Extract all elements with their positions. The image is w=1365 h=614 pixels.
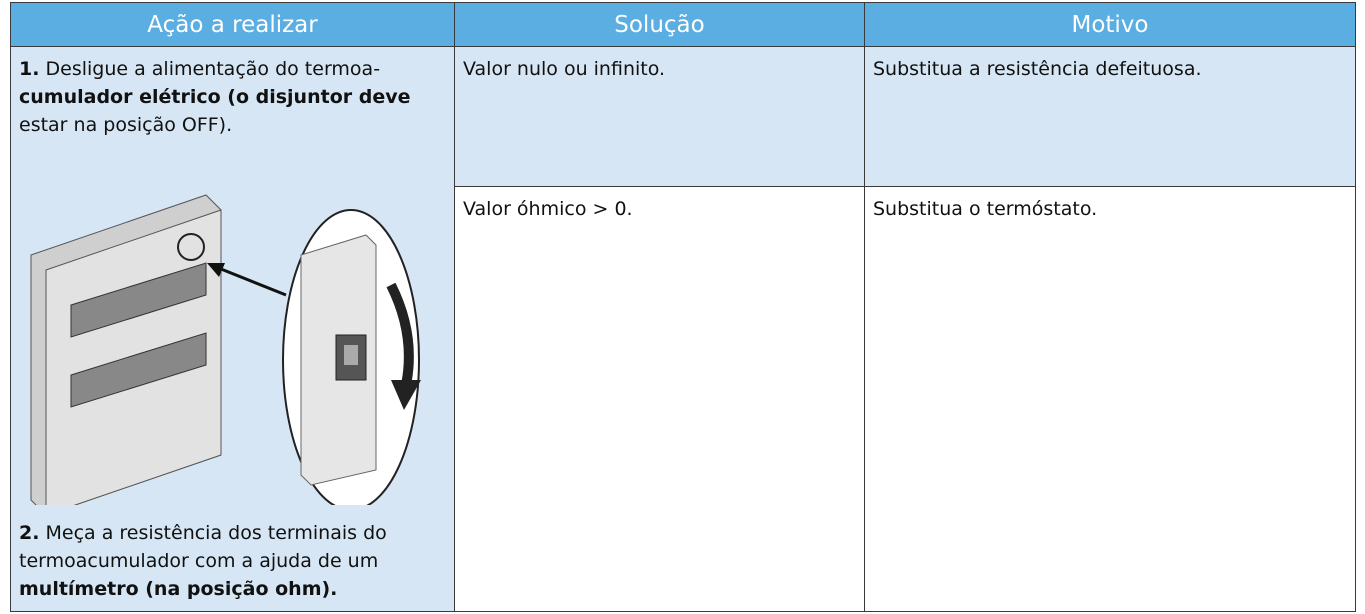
header-cell: Ação a realizar — [10, 2, 455, 47]
header-cell: Motivo — [864, 2, 1356, 47]
step-text: cumulador elétrico (o disjuntor deve — [19, 86, 411, 108]
step-text: estar na posição OFF). — [19, 114, 233, 136]
step-number: 2. — [19, 522, 40, 544]
header-cell: Solução — [454, 2, 865, 47]
step-2: 2. Meça a resistência dos terminais do t… — [11, 511, 395, 611]
step-text: Meça a resistência dos terminais do — [45, 522, 387, 544]
reason-cell: Substitua o termóstato. — [864, 186, 1356, 612]
reason-cell: Substitua a resistência defeituosa. — [864, 46, 1356, 187]
step-number: 1. — [19, 58, 40, 80]
action-cell: 1. Desligue a alimentação do termoa- cum… — [10, 46, 455, 612]
breaker-illustration — [30, 194, 421, 505]
step-text: Desligue a alimentação do termoa- — [45, 58, 381, 80]
step-1: 1. Desligue a alimentação do termoa- cum… — [11, 47, 454, 147]
solution-cell: Valor óhmico > 0. — [454, 186, 865, 612]
step-text: termoacumulador com a ajuda de um — [19, 550, 379, 572]
solution-cell: Valor nulo ou infinito. — [454, 46, 865, 187]
step-text: multímetro (na posição ohm). — [19, 578, 338, 600]
